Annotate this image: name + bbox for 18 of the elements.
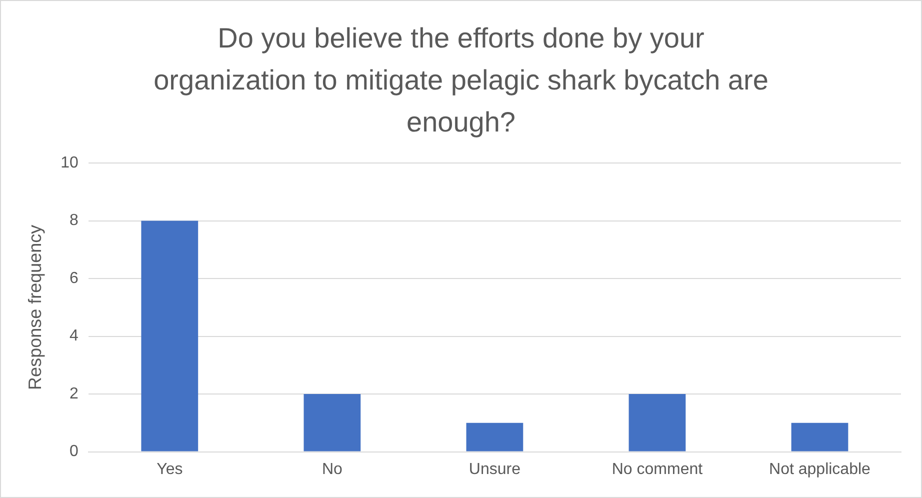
x-tick-label: No [322, 460, 343, 478]
bar [628, 394, 686, 452]
x-tick-label: Yes [156, 460, 183, 478]
x-tick-label: No comment [612, 460, 704, 478]
y-tick-label: 6 [69, 270, 78, 287]
y-tick-label: 8 [69, 212, 78, 230]
chart-title: Do you believe the efforts done by your organization to mitigate pelagic shark bycatch are enough? [154, 22, 768, 138]
y-tick-label: 4 [69, 328, 78, 345]
y-tick-label: 2 [69, 385, 78, 402]
x-tick-label: Unsure [468, 460, 521, 478]
y-tick-label: 0 [69, 443, 78, 460]
y-tick-label: 10 [60, 154, 78, 172]
bar [791, 422, 848, 452]
bar [466, 422, 524, 452]
x-tick-label: Not applicable [769, 460, 871, 478]
bar [141, 220, 198, 452]
y-axis-title: Response frequency [24, 224, 45, 390]
bar [304, 394, 361, 452]
